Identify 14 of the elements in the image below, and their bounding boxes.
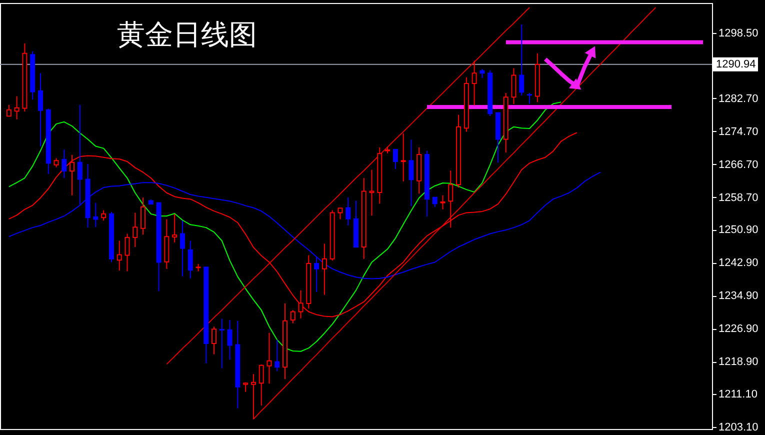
text: 黄金日线图 xyxy=(117,18,257,51)
y-tick-label: 1282.70 xyxy=(718,92,758,105)
y-tick-label: 1211.10 xyxy=(718,388,758,400)
y-tick-label: 1218.90 xyxy=(718,356,758,368)
y-tick-label: 1234.90 xyxy=(718,290,758,302)
ref-line-label: 1290.94 xyxy=(716,58,756,70)
y-tick-label: 1203.10 xyxy=(718,421,758,434)
y-tick-label: 1298.50 xyxy=(718,28,758,40)
y-tick-label: 1242.90 xyxy=(718,257,758,270)
y-tick-label: 1258.70 xyxy=(718,192,758,204)
y-tick-label: 1266.70 xyxy=(718,158,758,171)
y-tick-label: 1226.90 xyxy=(718,323,758,336)
y-tick-label: 1250.90 xyxy=(718,224,758,236)
y-tick-label: 1274.70 xyxy=(718,126,758,138)
